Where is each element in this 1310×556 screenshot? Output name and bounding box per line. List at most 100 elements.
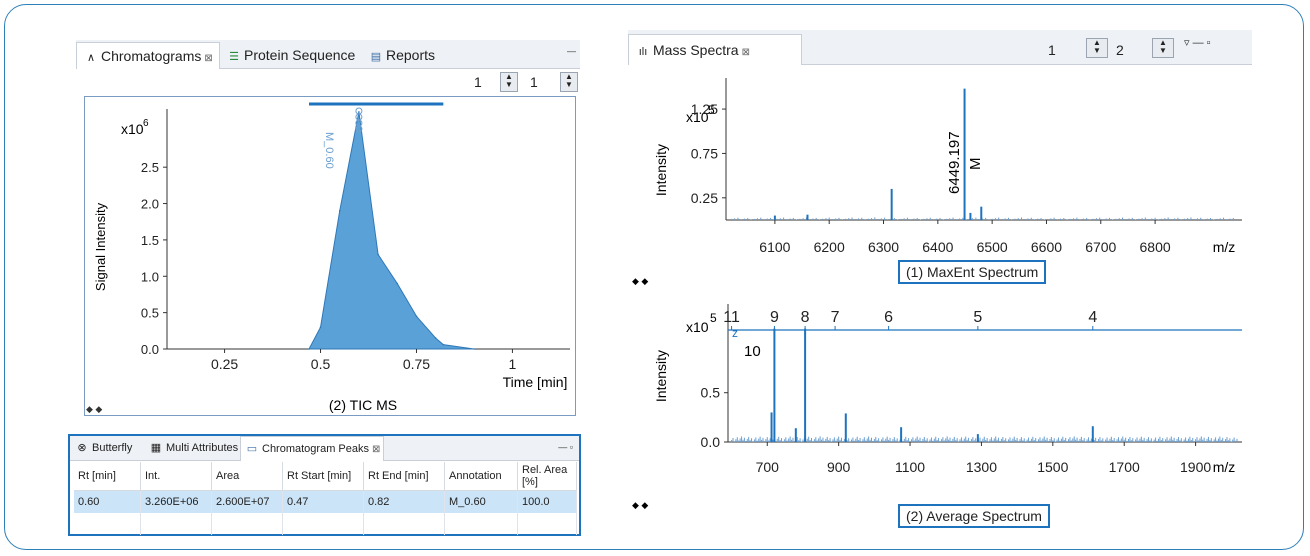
tic-exp: 6 — [143, 118, 149, 129]
avg-charge-extra: 10 — [744, 343, 761, 360]
tic-ytick-label: 0.5 — [141, 306, 159, 321]
avg-xtick-label: 1500 — [1037, 459, 1068, 475]
spectra-spinner-2-arrows[interactable]: ▲ ▼ — [1152, 38, 1174, 58]
tic-ytick-label: 2.0 — [141, 197, 159, 212]
col-area[interactable]: Area — [211, 462, 283, 491]
maxent-xtick-label: 6300 — [868, 239, 899, 255]
tic-point — [396, 282, 399, 285]
spinner-2-value[interactable]: 1 — [530, 74, 538, 90]
avg-exp: 5 — [710, 311, 717, 325]
tic-caption: (2) TIC MS — [329, 397, 397, 413]
tic-xtick-label: 1 — [509, 356, 517, 372]
close-icon[interactable]: ⊠ — [204, 53, 213, 64]
maxent-ytick-label: 0.75 — [691, 145, 718, 161]
average-spectrum-chart: Intensity x10 5 m/z z 10 ◆ ◆ 11 9 8 7 6 5 4 0.0… — [632, 304, 1242, 510]
maxent-caption: (1) MaxEnt Spectrum — [898, 260, 1047, 284]
expand-handle-icon[interactable]: ◆ ◆ — [632, 500, 648, 510]
avg-ylabel: Intensity — [653, 350, 669, 402]
tic-peak-label: M_0.60 — [323, 132, 335, 169]
tab-protein-sequence[interactable]: ☰ Protein Sequence — [226, 42, 355, 68]
col-rt-end[interactable]: Rt End [min] — [363, 462, 445, 491]
spectra-spinner-1-arrows[interactable]: ▲ ▼ — [1086, 38, 1108, 58]
spectra-spinner-1-value[interactable]: 1 — [1048, 42, 1056, 58]
spinner-1-arrows[interactable]: ▲ ▼ — [500, 72, 518, 92]
spectra-spinner-2-value[interactable]: 2 — [1116, 42, 1124, 58]
avg-xtick-label: 1100 — [895, 459, 925, 475]
avg-ytick-label: 0.5 — [701, 385, 721, 401]
tic-exp-base: x10 — [121, 121, 144, 137]
close-icon[interactable]: ⊠ — [372, 444, 381, 455]
expand-handle-icon[interactable]: ◆ ◆ — [86, 404, 103, 414]
cell-area: 2.600E+07 — [211, 490, 283, 513]
tic-point — [358, 111, 360, 113]
maxent-chart: Intensity x10 5 m/z 6449.197 M ◆ ◆ 0.25 0… — [632, 78, 1242, 286]
table-icon: ▭ — [246, 443, 258, 455]
col-rt[interactable]: Rt [min] — [74, 462, 141, 491]
maxent-ytick-label: 0.25 — [691, 190, 718, 206]
minimize-icon[interactable]: — — [567, 46, 576, 56]
avg-charge-state-label: 6 — [884, 309, 893, 326]
close-icon[interactable]: ⊠ — [741, 47, 750, 58]
maxent-xtick-label: 6100 — [759, 239, 790, 255]
tic-point — [319, 326, 322, 328]
peaks-table-header: Rt [min] Int. Area Rt Start [min] Rt End… — [74, 462, 577, 491]
col-rt-start[interactable]: Rt Start [min] — [282, 462, 364, 491]
maxent-peak-mass: 6449.197 — [946, 131, 963, 194]
tab-reports[interactable]: ▤ Reports — [368, 42, 435, 68]
expand-handle-icon[interactable]: ◆ ◆ — [632, 276, 648, 286]
spinner-1-value[interactable]: 1 — [474, 74, 482, 90]
maxent-ylabel: Intensity — [653, 144, 669, 196]
cell-annotation: M_0.60 — [444, 490, 518, 513]
avg-charge-state-label: 4 — [1088, 309, 1097, 326]
maxent-ytick-label: 1.25 — [691, 101, 718, 117]
view-menu-icon[interactable]: ▿ — ▫ — [1184, 37, 1211, 49]
col-annotation[interactable]: Annotation — [444, 462, 518, 491]
peaks-table: Rt [min] Int. Area Rt Start [min] Rt End… — [74, 462, 577, 535]
table-row[interactable]: 0.60 3.260E+06 2.600E+07 0.47 0.82 M_0.6… — [74, 490, 577, 513]
avg-xtick-label: 900 — [827, 459, 851, 475]
tic-point — [473, 348, 475, 350]
maxent-xtick-label: 6200 — [814, 239, 845, 255]
tic-xtick-label: 0.5 — [311, 356, 331, 372]
tic-point — [308, 348, 310, 350]
maxent-xtick-label: 6800 — [1140, 239, 1171, 255]
col-int[interactable]: Int. — [140, 462, 212, 491]
tic-ylabel: Signal Intensity — [93, 202, 108, 291]
chromatograms-tabbar: ∧ Chromatograms ⊠ ☰ Protein Sequence ▤ Repor… — [76, 40, 580, 69]
tab-multi-attributes[interactable]: ▦ Multi Attributes — [148, 436, 238, 460]
maxent-xlabel: m/z — [1213, 239, 1236, 255]
cell-rt-end: 0.82 — [363, 490, 445, 513]
tab-mass-spectra[interactable]: ılı Mass Spectra ⊠ — [628, 34, 802, 65]
avg-ytick-label: 0.0 — [701, 434, 721, 450]
avg-charge-state-label: 11 — [723, 309, 740, 326]
avg-xtick-label: 1300 — [966, 459, 997, 475]
tab-chromatograms[interactable]: ∧ Chromatograms ⊠ — [76, 42, 220, 69]
cell-rt: 0.60 — [74, 490, 141, 513]
reports-icon: ▤ — [370, 51, 382, 63]
tic-ytick-label: 1.5 — [141, 233, 159, 248]
minimize-maximize-icon[interactable]: — ▫ — [558, 442, 573, 452]
avg-charge-state-label: 5 — [973, 309, 982, 326]
chromatograms-panel: ∧ Chromatograms ⊠ ☰ Protein Sequence ▤ Repor… — [76, 40, 580, 418]
avg-xtick-label: 700 — [756, 459, 780, 475]
tab-chromatogram-peaks[interactable]: ▭ Chromatogram Peaks ⊠ — [240, 436, 385, 461]
avg-xlabel: m/z — [1213, 459, 1236, 475]
tic-peak-marker — [355, 125, 363, 133]
tic-xlabel: Time [min] — [503, 374, 568, 390]
maxent-xtick-label: 6400 — [922, 239, 953, 255]
tic-xtick-label: 0.75 — [403, 356, 430, 372]
grid-icon: ▦ — [150, 442, 162, 454]
mass-spectra-panel: ılı Mass Spectra ⊠ 1 ▲ ▼ 2 ▲ ▼ ▿ — ▫ Intensi… — [628, 30, 1252, 538]
tic-chart: Signal Intensity x10 6 Time [min] (2) TI… — [93, 102, 570, 413]
mass-spectra-tabbar: ılı Mass Spectra ⊠ 1 ▲ ▼ 2 ▲ ▼ ▿ — ▫ — [628, 30, 1252, 65]
tic-point — [442, 343, 445, 346]
tic-point — [415, 315, 418, 318]
maxent-exp-base: x10 — [686, 109, 709, 125]
cell-rt-start: 0.47 — [282, 490, 364, 513]
col-rel-area[interactable]: Rel. Area [%] — [517, 462, 577, 491]
cell-rel-area: 100.0 — [517, 490, 577, 513]
spinner-2-arrows[interactable]: ▲ ▼ — [560, 72, 578, 92]
maxent-peak-tag: M — [967, 158, 984, 171]
sequence-icon: ☰ — [229, 51, 239, 63]
tab-butterfly[interactable]: ⊗ Butterfly — [74, 436, 132, 460]
